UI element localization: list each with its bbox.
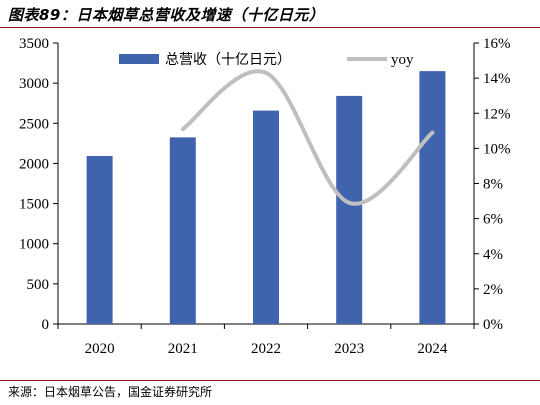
legend-label-yoy: yoy xyxy=(391,52,414,68)
left-axis-tick-label: 2000 xyxy=(19,156,49,172)
legend-label-revenue: 总营收（十亿日元） xyxy=(165,52,291,68)
chart-source: 来源：日本烟草公告，国金证券研究所 xyxy=(8,385,213,399)
right-axis-tick-label: 14% xyxy=(483,71,511,87)
title-rule xyxy=(0,27,540,28)
x-axis-tick-label: 2023 xyxy=(334,341,364,357)
chart-title: 图表89：日本烟草总营收及增速（十亿日元） xyxy=(8,6,325,24)
left-axis-tick-label: 3000 xyxy=(19,76,49,92)
left-axis-tick-label: 3500 xyxy=(19,36,49,52)
right-axis-tick-label: 4% xyxy=(483,247,503,263)
left-axis-tick-label: 1000 xyxy=(19,237,49,253)
bar-revenue-2023 xyxy=(336,95,363,324)
right-axis-tick-label: 10% xyxy=(483,141,511,157)
left-axis-tick-label: 2500 xyxy=(19,116,49,132)
bar-revenue-2022 xyxy=(253,110,279,324)
right-axis-tick-label: 12% xyxy=(483,106,511,122)
left-axis-tick-label: 1500 xyxy=(19,197,49,213)
x-axis-tick-label: 2022 xyxy=(251,341,281,357)
right-axis-tick-label: 2% xyxy=(483,282,503,298)
legend-swatch-revenue xyxy=(119,54,159,64)
left-axis-tick-label: 500 xyxy=(27,277,50,293)
right-axis-tick-label: 0% xyxy=(483,317,503,333)
right-axis-tick-label: 8% xyxy=(483,177,503,193)
yoy-line xyxy=(180,69,435,206)
bar-revenue-2021 xyxy=(169,137,196,324)
x-axis-tick-label: 2024 xyxy=(417,341,448,357)
right-axis-tick-label: 16% xyxy=(483,36,511,52)
bar-revenue-2024 xyxy=(419,71,446,324)
revenue-chart: 0 500 1000 1500 2000 2500 3000 3500 0% 2% 4% 6% 8% 10… xyxy=(19,36,511,357)
x-axis-tick-label: 2020 xyxy=(85,341,115,357)
left-axis-tick-label: 0 xyxy=(42,317,50,333)
bar-revenue-2020 xyxy=(86,155,113,324)
x-axis-tick-label: 2021 xyxy=(168,341,198,357)
source-rule xyxy=(0,380,540,381)
right-axis-tick-label: 6% xyxy=(483,212,503,228)
